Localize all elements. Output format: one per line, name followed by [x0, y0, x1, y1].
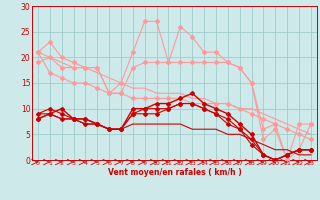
X-axis label: Vent moyen/en rafales ( km/h ): Vent moyen/en rafales ( km/h ) — [108, 168, 241, 177]
